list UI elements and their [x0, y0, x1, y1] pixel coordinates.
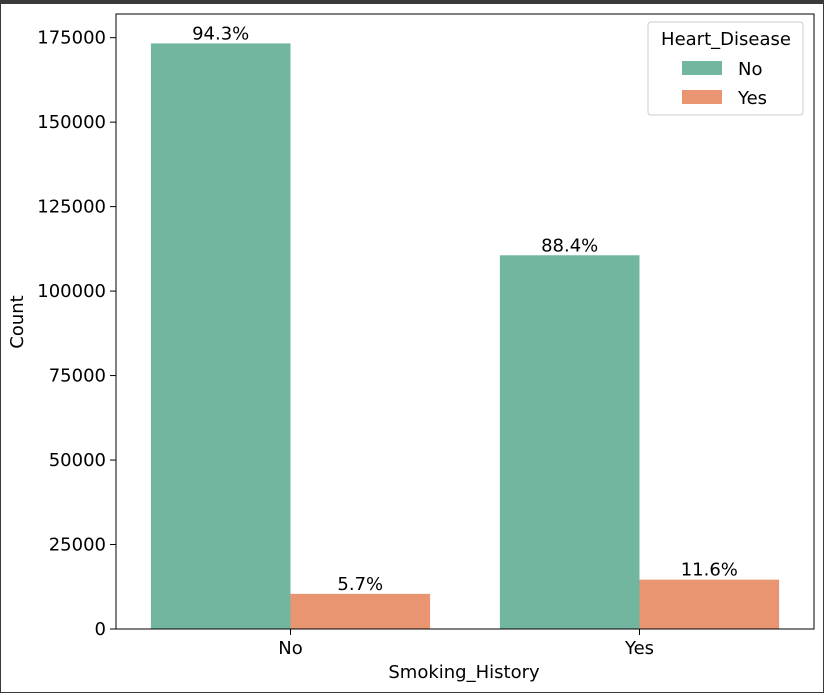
plot-area: 94.3% 5.7% 88.4% 11.6%	[115, 13, 815, 630]
data-label-yes-yes: 11.6%	[681, 560, 738, 581]
x-axis: No Yes	[278, 629, 654, 659]
y-tick-label: 25000	[49, 535, 106, 556]
bar-yes-yes	[639, 579, 780, 629]
legend: Heart_Disease No Yes	[647, 21, 804, 116]
data-label-yes-no: 5.7%	[337, 574, 383, 595]
bar-no-no	[150, 43, 291, 629]
y-tick-label: 100000	[37, 281, 106, 302]
y-tick-label: 175000	[37, 28, 106, 49]
x-tick-label: No	[278, 638, 302, 659]
x-axis-label: Smoking_History	[388, 662, 540, 683]
legend-swatch-yes	[682, 90, 722, 104]
legend-label-no: No	[738, 59, 762, 80]
y-tick-label: 0	[95, 619, 106, 640]
data-label-no-no: 94.3%	[192, 23, 249, 44]
bar-yes-no	[290, 593, 431, 629]
y-axis: 0 25000 50000 75000 100000 125000 150000 175000	[37, 28, 116, 640]
x-tick-label: Yes	[624, 638, 654, 659]
y-tick-label: 50000	[49, 450, 106, 471]
legend-label-yes: Yes	[737, 88, 767, 109]
y-tick-label: 75000	[49, 366, 106, 387]
data-label-no-yes: 88.4%	[541, 235, 598, 256]
y-axis-label: Count	[7, 295, 28, 348]
y-tick-label: 125000	[37, 197, 106, 218]
legend-swatch-no	[682, 61, 722, 75]
plot-frame	[115, 13, 815, 630]
legend-title: Heart_Disease	[661, 29, 791, 50]
y-tick-label: 150000	[37, 112, 106, 133]
bar-no-yes	[499, 255, 640, 629]
